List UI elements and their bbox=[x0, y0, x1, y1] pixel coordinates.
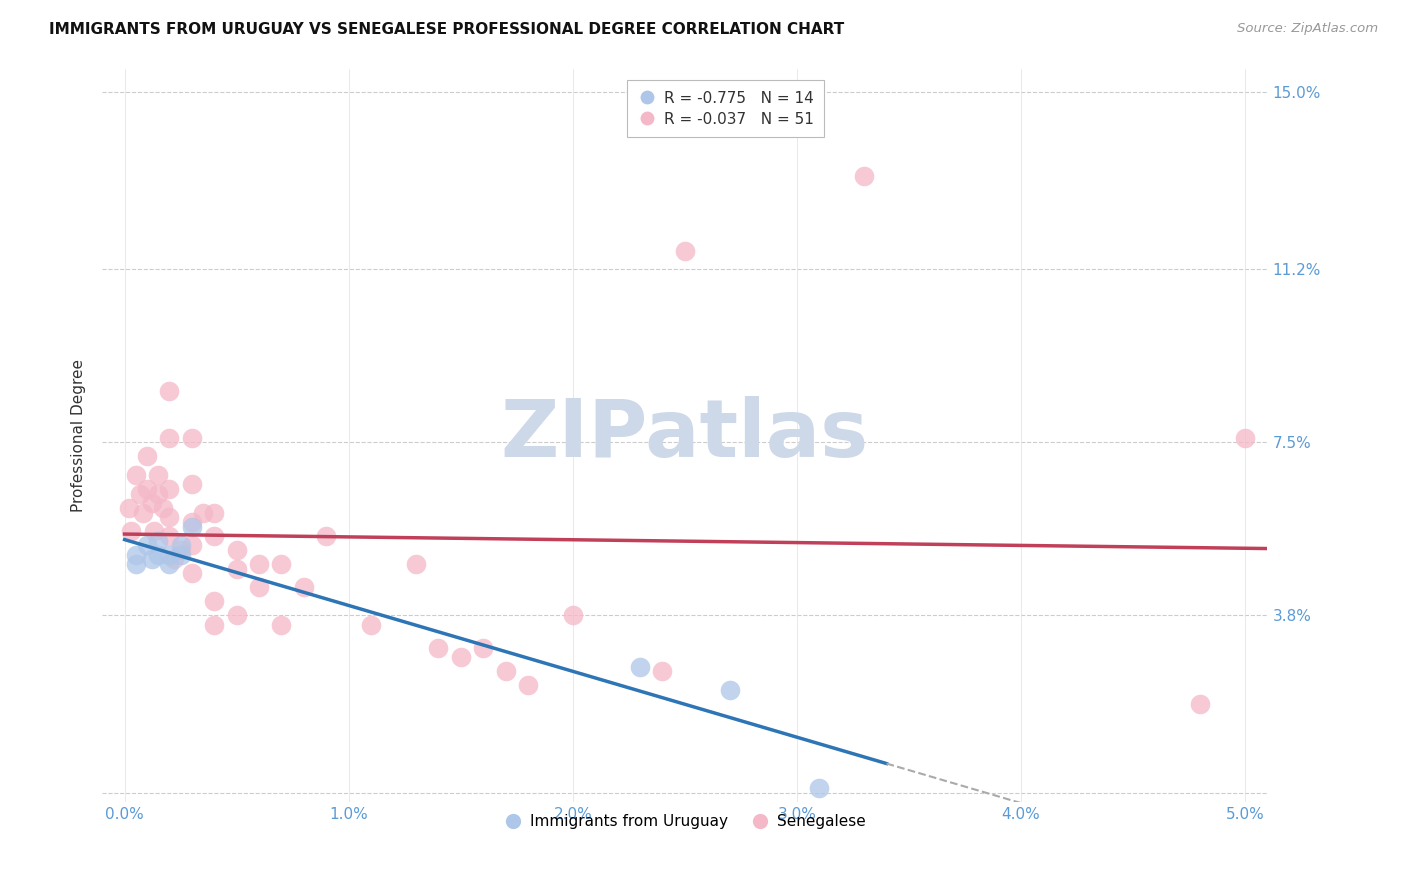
Point bbox=[808, 781, 831, 796]
Point bbox=[405, 557, 427, 571]
Text: IMMIGRANTS FROM URUGUAY VS SENEGALESE PROFESSIONAL DEGREE CORRELATION CHART: IMMIGRANTS FROM URUGUAY VS SENEGALESE PR… bbox=[49, 22, 845, 37]
Point bbox=[125, 548, 148, 562]
Point bbox=[120, 524, 142, 539]
Point bbox=[159, 482, 181, 496]
Point bbox=[141, 496, 163, 510]
Point bbox=[292, 580, 315, 594]
Point bbox=[718, 683, 741, 698]
Point bbox=[118, 500, 141, 515]
Point bbox=[180, 566, 202, 581]
Point bbox=[169, 548, 191, 562]
Point bbox=[202, 506, 225, 520]
Point bbox=[180, 515, 202, 529]
Point bbox=[191, 506, 214, 520]
Point bbox=[495, 665, 517, 679]
Point bbox=[163, 552, 186, 566]
Point bbox=[450, 650, 472, 665]
Point bbox=[360, 617, 382, 632]
Point bbox=[225, 561, 247, 575]
Point bbox=[561, 608, 583, 623]
Point bbox=[1189, 697, 1212, 711]
Point bbox=[270, 557, 292, 571]
Point bbox=[225, 542, 247, 557]
Point bbox=[270, 617, 292, 632]
Point bbox=[136, 538, 159, 552]
Point bbox=[202, 617, 225, 632]
Point bbox=[472, 640, 495, 655]
Point bbox=[159, 510, 181, 524]
Point bbox=[125, 468, 148, 483]
Point bbox=[148, 468, 170, 483]
Point bbox=[180, 477, 202, 491]
Point bbox=[180, 431, 202, 445]
Point bbox=[141, 552, 163, 566]
Point bbox=[427, 640, 450, 655]
Point bbox=[159, 548, 181, 562]
Point bbox=[169, 538, 191, 552]
Point bbox=[131, 506, 153, 520]
Legend: Immigrants from Uruguay, Senegalese: Immigrants from Uruguay, Senegalese bbox=[498, 808, 872, 835]
Point bbox=[159, 384, 181, 398]
Point bbox=[169, 542, 191, 557]
Text: Source: ZipAtlas.com: Source: ZipAtlas.com bbox=[1237, 22, 1378, 36]
Point bbox=[628, 659, 651, 673]
Point bbox=[517, 678, 540, 692]
Point bbox=[853, 169, 876, 183]
Text: ZIPatlas: ZIPatlas bbox=[501, 396, 869, 475]
Point bbox=[159, 529, 181, 543]
Point bbox=[180, 519, 202, 533]
Y-axis label: Professional Degree: Professional Degree bbox=[72, 359, 86, 512]
Point bbox=[225, 608, 247, 623]
Point bbox=[1234, 431, 1257, 445]
Point bbox=[202, 529, 225, 543]
Point bbox=[152, 500, 174, 515]
Point bbox=[651, 665, 673, 679]
Point bbox=[142, 524, 165, 539]
Point bbox=[148, 533, 170, 548]
Point bbox=[125, 557, 148, 571]
Point bbox=[180, 538, 202, 552]
Point bbox=[148, 548, 170, 562]
Point bbox=[202, 594, 225, 608]
Point bbox=[136, 482, 159, 496]
Point bbox=[159, 431, 181, 445]
Point bbox=[315, 529, 337, 543]
Point bbox=[129, 487, 152, 501]
Point bbox=[673, 244, 696, 258]
Point bbox=[247, 580, 270, 594]
Point bbox=[136, 450, 159, 464]
Point bbox=[159, 557, 181, 571]
Point bbox=[148, 487, 170, 501]
Point bbox=[247, 557, 270, 571]
